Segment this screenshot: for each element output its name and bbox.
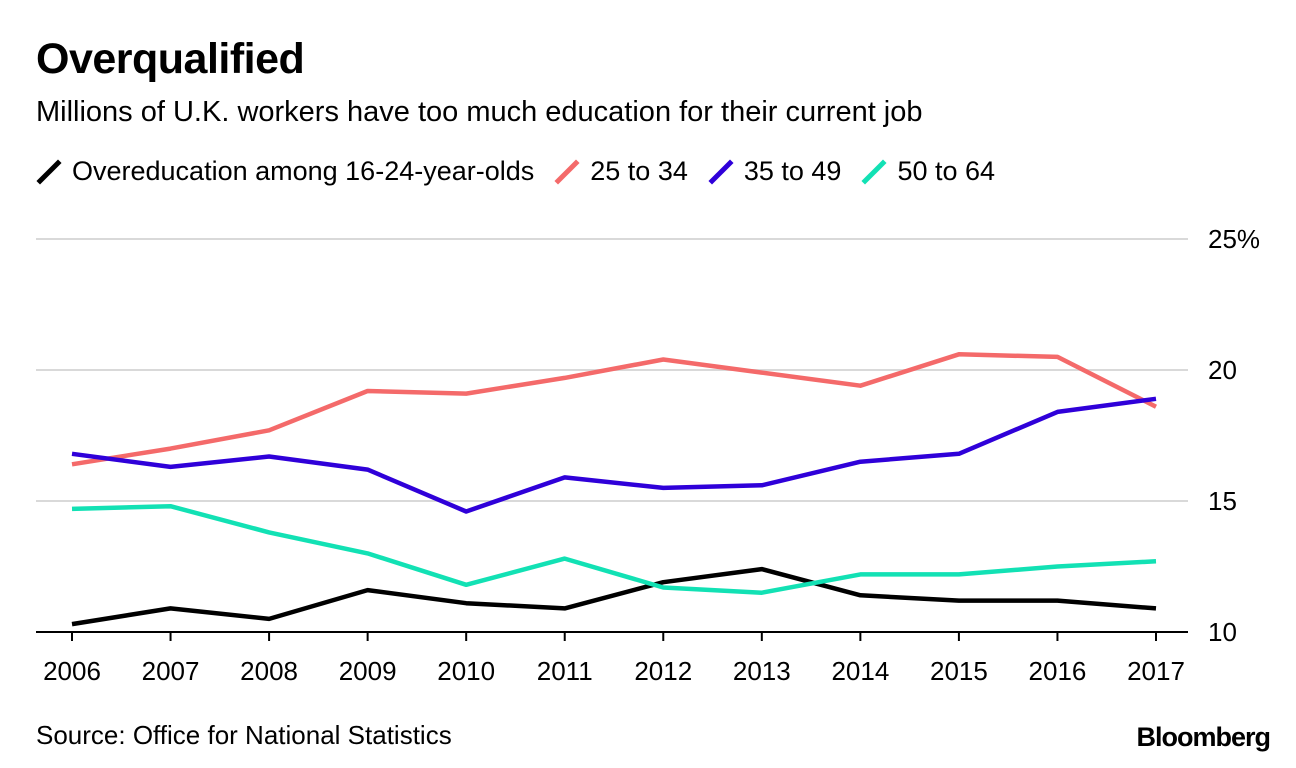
x-tick-label: 2012 <box>634 656 692 686</box>
series-line-16-24 <box>71 566 1157 627</box>
source-note: Source: Office for National Statistics <box>36 720 452 750</box>
bloomberg-logo: Bloomberg <box>1136 722 1271 752</box>
legend-swatch-line <box>36 158 62 185</box>
x-tick-label: 2017 <box>1127 656 1185 686</box>
x-tick-label: 2007 <box>142 656 200 686</box>
legend-item-50-64: 50 to 64 <box>861 158 995 185</box>
legend-item-25-34: 25 to 34 <box>554 158 688 185</box>
x-tick-label: 2010 <box>437 656 495 686</box>
x-tick-label: 2008 <box>240 656 298 686</box>
x-tick-label: 2014 <box>831 656 889 686</box>
legend-swatch-35-49 <box>708 158 734 185</box>
x-tick-label: 2013 <box>733 656 791 686</box>
legend-swatch-line <box>554 158 580 185</box>
series-line-50-64 <box>71 503 1157 595</box>
legend-item-35-49: 35 to 49 <box>708 156 842 186</box>
legend-label-35-49: 35 to 49 <box>743 156 842 186</box>
y-tick-label: 25% <box>1208 224 1260 254</box>
legend-item-16-24: Overeducation among 16-24-year-olds <box>36 158 534 185</box>
y-tick-label: 10 <box>1208 617 1237 647</box>
legend-label-50-64: 50 to 64 <box>897 156 996 186</box>
legend-swatch-line <box>708 158 734 185</box>
x-tick-label: 2006 <box>43 656 101 686</box>
legend-label-16-24: Overeducation among 16-24-year-olds <box>72 156 535 186</box>
x-tick-label: 2016 <box>1029 656 1087 686</box>
chart-title: Overqualified <box>36 35 305 83</box>
x-tick-label: 2015 <box>930 656 988 686</box>
legend-swatch-16-24 <box>36 158 62 185</box>
chart-subtitle: Millions of U.K. workers have too much e… <box>36 96 923 128</box>
y-tick-label: 15 <box>1208 486 1237 516</box>
legend-swatch-line <box>861 158 887 185</box>
x-tick-label: 2011 <box>537 656 593 686</box>
series-line-35-49 <box>71 396 1157 514</box>
legend-swatch-50-64 <box>861 158 887 185</box>
y-tick-label: 20 <box>1208 355 1237 385</box>
legend-swatch-25-34 <box>554 158 580 185</box>
legend-label-25-34: 25 to 34 <box>590 156 688 186</box>
legend: Overeducation among 16-24-year-olds 25 t… <box>36 158 1015 185</box>
series-line-25-34 <box>71 352 1158 467</box>
x-tick-label: 2009 <box>339 656 397 686</box>
